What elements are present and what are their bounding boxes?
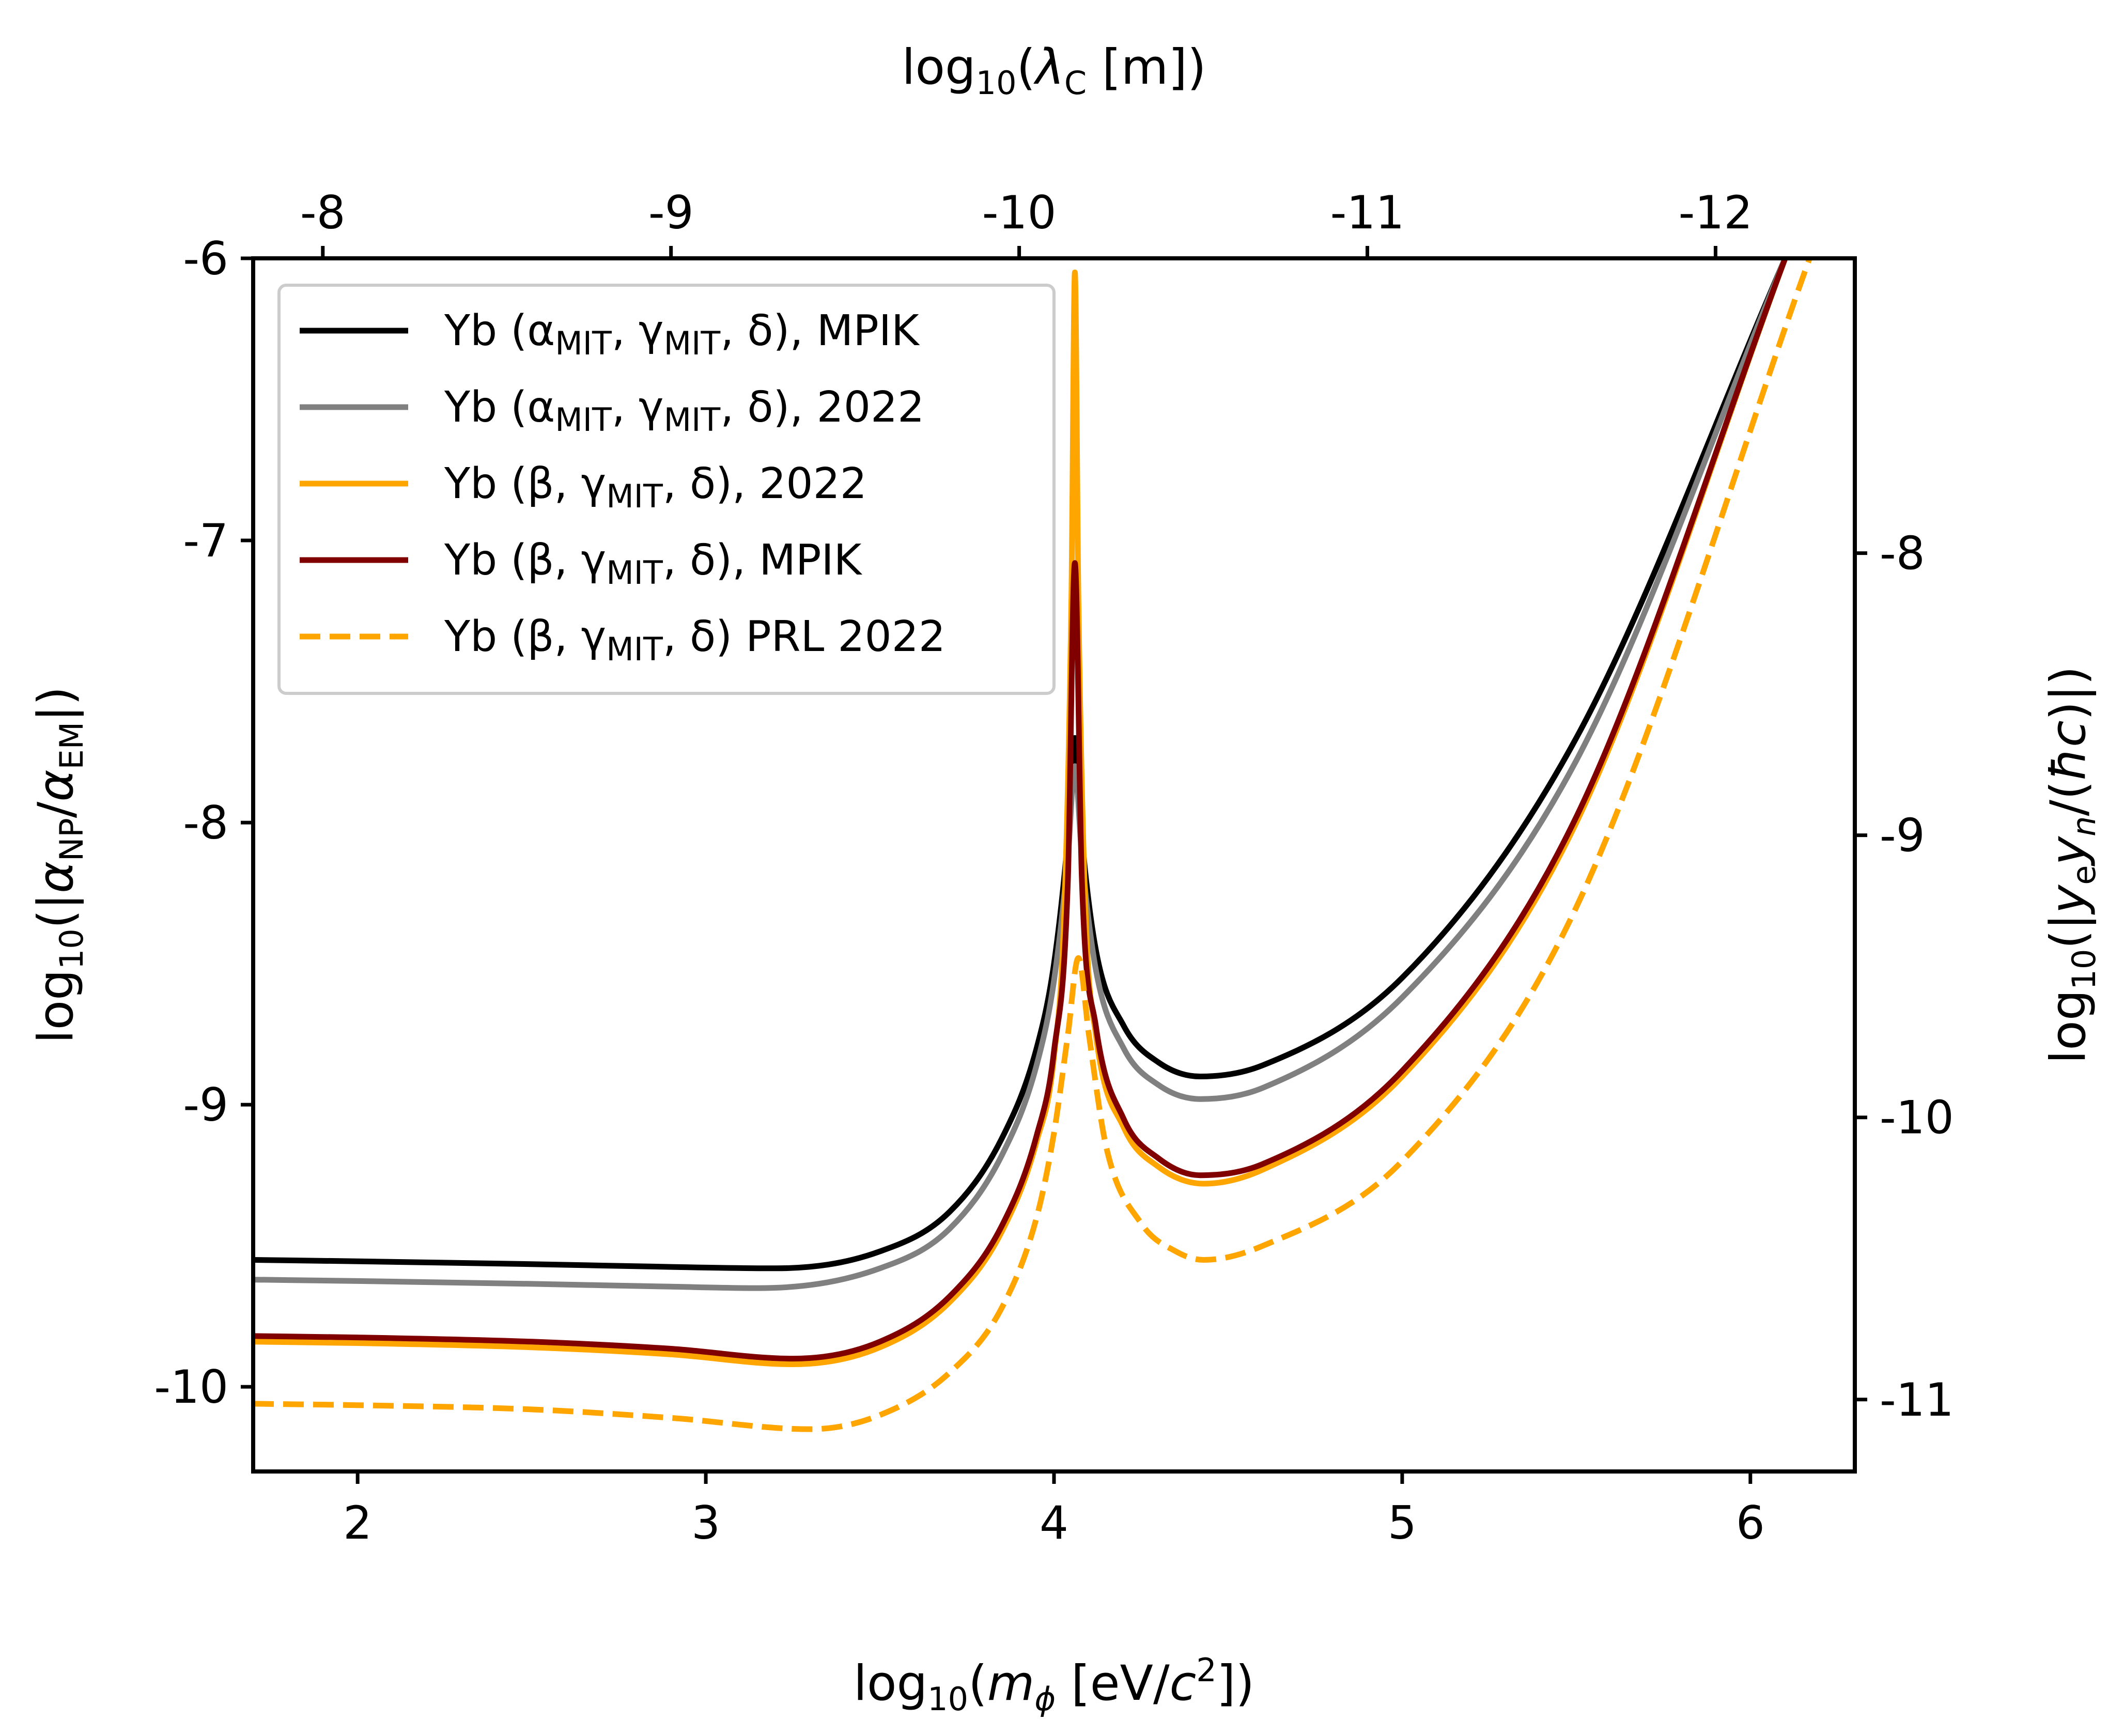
- x-tick-label: 3: [691, 1496, 720, 1549]
- right-tick-label: -11: [1880, 1373, 1954, 1427]
- series-group: [253, 257, 1812, 1432]
- right-tick-label: -9: [1880, 809, 1925, 862]
- x-tick-label: 6: [1736, 1496, 1765, 1549]
- legend-box: [277, 284, 1056, 695]
- right-tick-label: -10: [1880, 1091, 1954, 1144]
- series-line-2: [253, 257, 1788, 1367]
- legend-label-4: Yb (β, γMIT, δ) PRL 2022: [444, 612, 946, 668]
- series-line-3: [253, 257, 1788, 1362]
- x-tick-label: 4: [1040, 1496, 1068, 1549]
- y-tick-label: -10: [154, 1360, 228, 1414]
- legend-label-3: Yb (β, γMIT, δ), MPIK: [444, 536, 863, 592]
- x-axis-label: log10(mϕ [eV/c2]): [854, 1651, 1254, 1718]
- right-y-axis-label: log10(|yeyn/(ħc)|): [2040, 666, 2103, 1064]
- y-tick-label: -7: [183, 514, 228, 567]
- y-tick-label: -9: [183, 1078, 228, 1132]
- series-line-4: [253, 257, 1812, 1432]
- top-tick-label: -8: [300, 186, 346, 239]
- legend-label-2: Yb (β, γMIT, δ), 2022: [444, 459, 867, 515]
- y-tick-label: -8: [183, 796, 228, 849]
- legend-label-1: Yb (αMIT, γMIT, δ), 2022: [444, 383, 924, 439]
- top-tick-label: -11: [1330, 186, 1405, 239]
- tick-group: 2 3 4 5 6 -10 -9 -8 -7 -6 -8 -9 -10 -11 -12 -8 -9 -10 -11: [154, 186, 1954, 1549]
- right-tick-label: -8: [1880, 527, 1925, 580]
- top-tick-label: -9: [648, 186, 694, 239]
- top-tick-label: -10: [982, 186, 1057, 239]
- top-tick-label: -12: [1679, 186, 1753, 239]
- y-tick-label: -6: [183, 232, 228, 285]
- top-x-axis-label: log10(λC [m]): [902, 39, 1206, 102]
- legend-label-0: Yb (αMIT, γMIT, δ), MPIK: [444, 306, 920, 362]
- legend: Yb (αMIT, γMIT, δ), MPIK Yb (αMIT, γMIT, …: [277, 284, 1056, 695]
- y-axis-label: log10(|αNP/αEM|): [28, 687, 90, 1044]
- x-tick-label: 2: [343, 1496, 372, 1549]
- x-tick-label: 5: [1388, 1496, 1417, 1549]
